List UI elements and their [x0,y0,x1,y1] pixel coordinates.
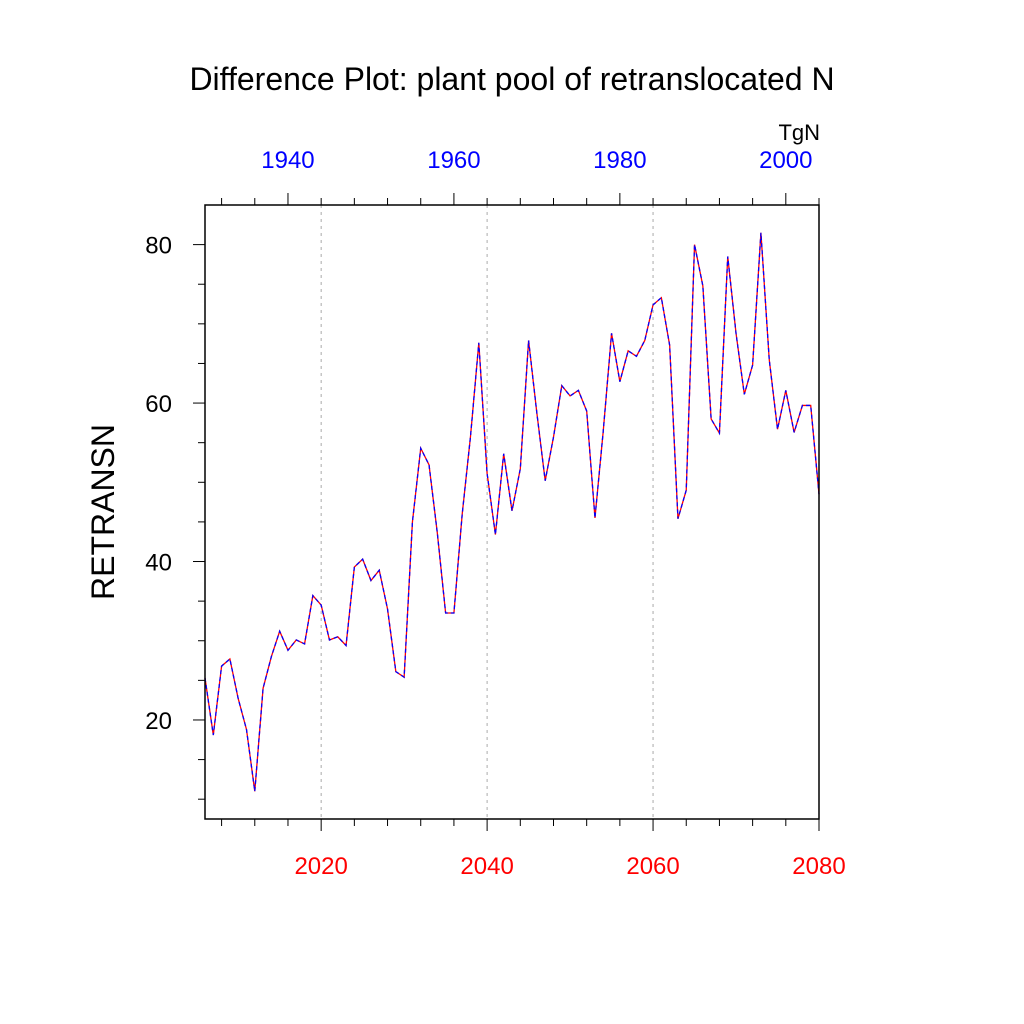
grid-lines [320,205,654,819]
y-tick-label: 20 [145,708,172,735]
y-axis-label: RETRANSN [85,424,121,600]
series-lines [204,232,820,792]
series-line-future [204,232,820,792]
y-tick-label: 40 [145,550,172,577]
units-label: TgN [778,120,820,145]
chart-title: Difference Plot: plant pool of retranslo… [189,61,834,97]
y-tick-label: 60 [145,391,172,418]
top-tick-label: 2000 [759,147,812,174]
bottom-tick-label: 2020 [294,853,347,880]
top-tick-label: 1960 [427,147,480,174]
y-tick-label: 80 [145,233,172,260]
series-line-historical [204,232,820,792]
bottom-tick-label: 2060 [626,853,679,880]
axis-ticks [193,193,820,831]
bottom-tick-label: 2040 [460,853,513,880]
plot-frame [204,204,820,820]
top-tick-label: 1940 [261,147,314,174]
bottom-tick-label: 2080 [792,853,845,880]
top-tick-label: 1980 [593,147,646,174]
